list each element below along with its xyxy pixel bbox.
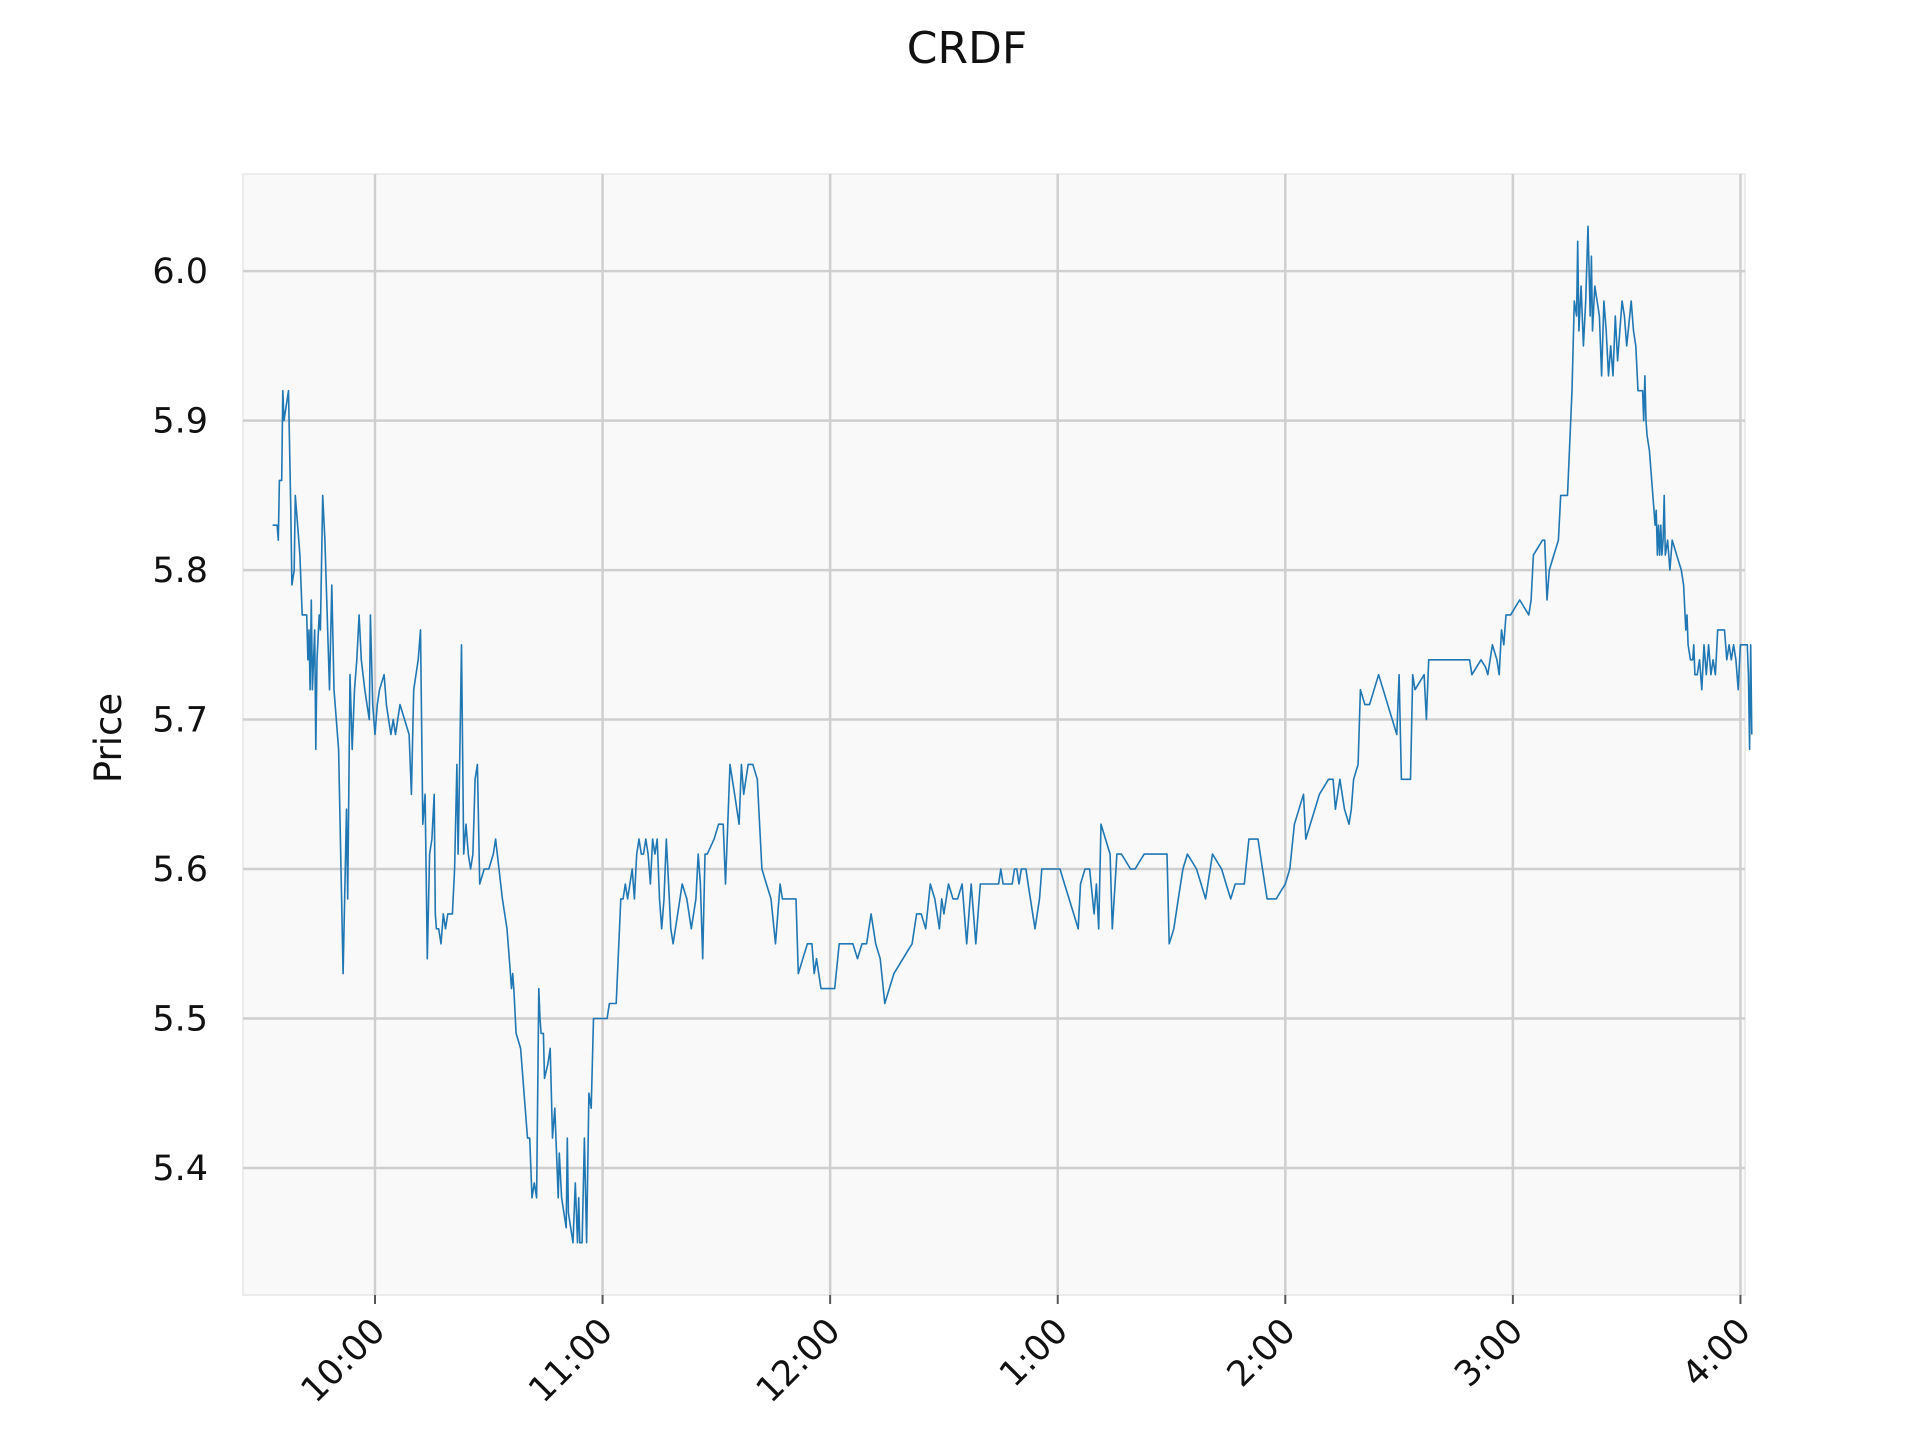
x-tick-label: 4:00: [1675, 1311, 1759, 1395]
price-series-line: [272, 225, 1753, 1244]
x-axis-ticks: 10:00 11:00 12:00 1:00 2:00 3:00 4:00: [294, 1295, 1759, 1411]
x-tick-label: 2:00: [1220, 1311, 1304, 1395]
y-tick-label: 5.7: [152, 701, 208, 741]
y-tick-label: 5.5: [152, 999, 208, 1039]
y-tick-label: 5.9: [152, 402, 208, 442]
x-tick-label: 1:00: [992, 1311, 1076, 1395]
y-axis-ticks: 5.4 5.5 5.6 5.7 5.8 5.9 6.0: [152, 252, 208, 1189]
x-tick-label: 3:00: [1447, 1311, 1531, 1395]
plot-area: [242, 173, 1746, 1296]
y-gridlines: [243, 269, 1745, 1170]
x-tick-label: 12:00: [749, 1311, 849, 1411]
x-tick-label: 10:00: [294, 1311, 394, 1411]
x-tick-label: 11:00: [521, 1311, 621, 1411]
y-tick-label: 5.4: [152, 1149, 208, 1189]
y-tick-label: 6.0: [152, 252, 208, 292]
y-tick-label: 5.6: [152, 850, 208, 890]
y-tick-label: 5.8: [152, 551, 208, 591]
x-gridlines: [373, 174, 1742, 1295]
chart-title: CRDF: [907, 23, 1027, 74]
y-axis-label: Price: [87, 693, 130, 783]
